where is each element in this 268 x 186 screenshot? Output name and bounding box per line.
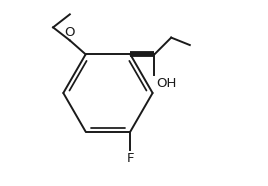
Text: O: O: [65, 26, 75, 39]
Text: OH: OH: [156, 77, 177, 90]
Text: F: F: [126, 153, 134, 166]
